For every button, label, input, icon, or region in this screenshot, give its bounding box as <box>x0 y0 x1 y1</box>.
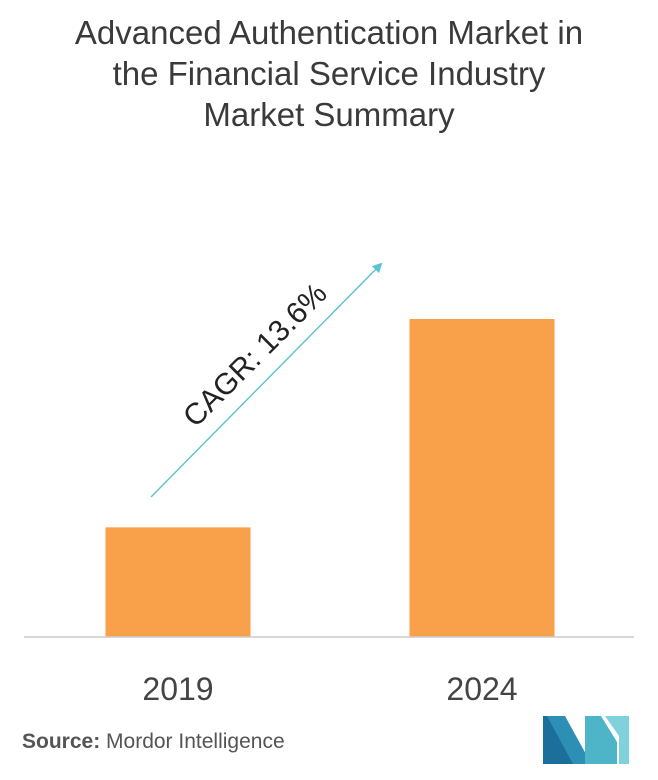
x-tick-label-2019: 2019 <box>142 671 213 707</box>
tick-labels: 2019 2024 <box>142 671 517 707</box>
chart-title: Advanced Authentication Market in the Fi… <box>74 14 584 133</box>
cagr-arrow <box>150 262 383 498</box>
source-note: Source: Mordor Intelligence <box>22 730 285 754</box>
x-tick-label-2024: 2024 <box>446 671 517 707</box>
source-label: Source: <box>22 730 101 753</box>
cagr-annotation: CAGR: 13.6% <box>177 277 334 434</box>
bar-2019 <box>105 527 251 637</box>
bar-2024 <box>409 319 555 637</box>
bars-layer <box>105 319 555 637</box>
source-text: Mordor Intelligence <box>106 730 285 753</box>
mordor-intelligence-logo-icon <box>543 716 629 764</box>
